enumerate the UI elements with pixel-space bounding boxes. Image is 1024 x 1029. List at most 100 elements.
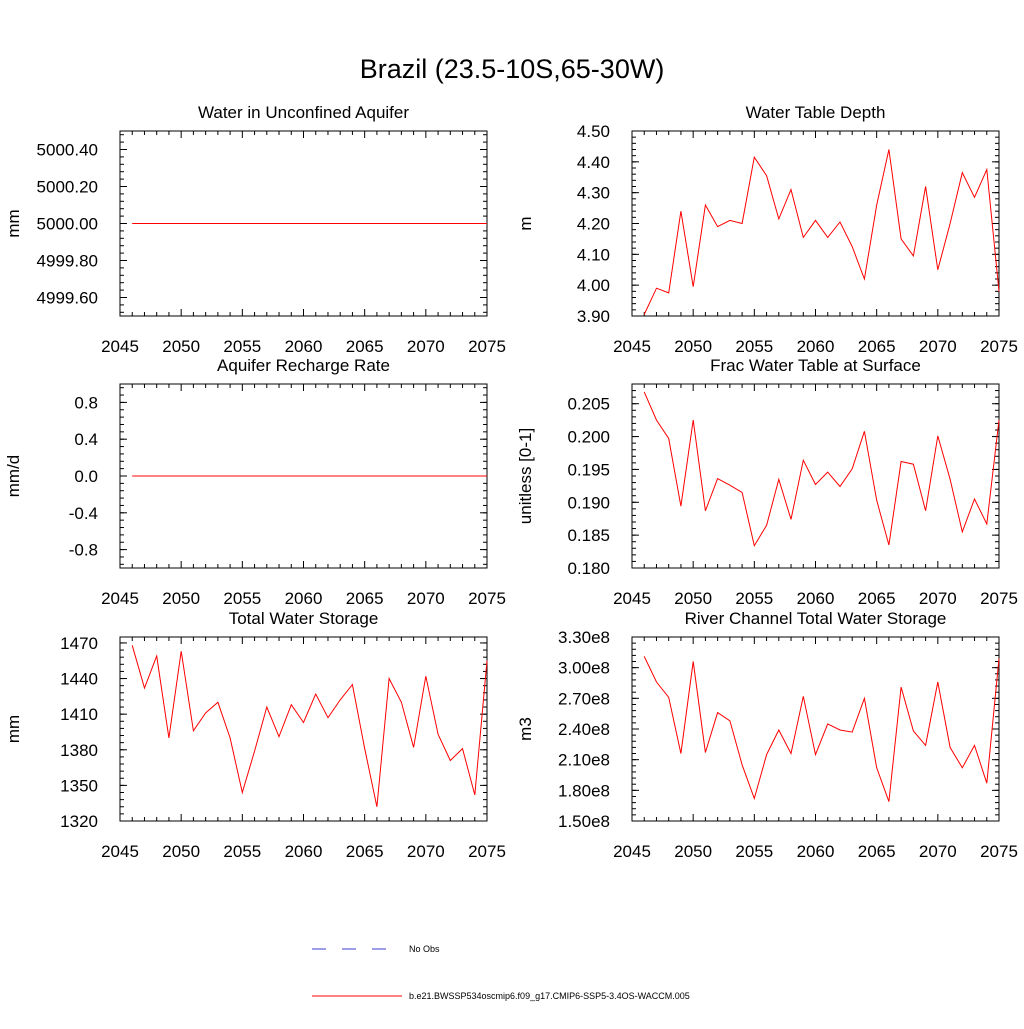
chart-title: Water in Unconfined Aquifer (198, 103, 409, 122)
y-tick-label: 1350 (60, 776, 98, 795)
y-tick-label: 2.10e8 (558, 751, 610, 770)
x-tick-label: 2065 (858, 337, 896, 356)
y-tick-label: 0.8 (74, 393, 98, 412)
y-tick-label: 3.00e8 (558, 659, 610, 678)
y-tick-label: 5000.20 (37, 178, 98, 197)
x-tick-label: 2065 (346, 842, 384, 861)
y-tick-label: 0.190 (567, 493, 610, 512)
y-tick-label: 2.40e8 (558, 720, 610, 739)
x-tick-label: 2070 (919, 842, 957, 861)
chart-title: River Channel Total Water Storage (685, 609, 947, 628)
y-axis-label: m (516, 216, 535, 230)
y-tick-label: 1.80e8 (558, 781, 610, 800)
x-tick-label: 2050 (162, 589, 200, 608)
chart-panel-5: Total Water Storage mm 2045 2050 2055 2060 206… (4, 609, 506, 861)
series-line (131, 645, 488, 807)
y-tick-label: 4.50 (577, 122, 610, 141)
x-tick-label: 2070 (919, 589, 957, 608)
y-axis-label: m3 (516, 717, 535, 741)
x-tick-label: 2055 (735, 842, 773, 861)
x-tick-label: 2065 (858, 842, 896, 861)
page-title: Brazil (23.5-10S,65-30W) (359, 54, 665, 84)
x-tick-label: 2070 (407, 842, 445, 861)
x-tick-label: 2050 (674, 842, 712, 861)
x-tick-label: 2060 (797, 337, 835, 356)
x-tick-label: 2060 (285, 337, 323, 356)
x-tick-label: 2050 (674, 589, 712, 608)
x-tick-label: 2055 (735, 589, 773, 608)
x-tick-label: 2050 (162, 842, 200, 861)
y-axis-label: mm/d (4, 455, 23, 498)
x-tick-label: 2045 (101, 842, 139, 861)
x-tick-label: 2045 (101, 337, 139, 356)
y-tick-label: 1380 (60, 741, 98, 760)
legend: No Obs b.e21.BWSSP534oscmip6.f09_g17.CMI… (312, 944, 690, 1001)
plot-frame (119, 636, 488, 822)
y-tick-label: 1410 (60, 705, 98, 724)
y-tick-label: 5000.00 (37, 215, 98, 234)
y-tick-label: 4999.80 (37, 252, 98, 271)
x-tick-label: 2065 (346, 337, 384, 356)
chart-panel-1: Water in Unconfined Aquifer mm 2045 2050 205… (4, 103, 506, 356)
y-tick-label: 3.90 (577, 307, 610, 326)
y-tick-label: 0.180 (567, 559, 610, 578)
y-tick-label: 0.0 (74, 467, 98, 486)
y-tick-label: 4.10 (577, 245, 610, 264)
y-tick-label: 0.195 (567, 460, 610, 479)
y-tick-label: 4.30 (577, 184, 610, 203)
x-tick-label: 2075 (980, 589, 1018, 608)
y-tick-label: 0.205 (567, 395, 610, 414)
y-tick-label: 1440 (60, 670, 98, 689)
x-tick-label: 2075 (468, 842, 506, 861)
legend-model-label: b.e21.BWSSP534oscmip6.f09_g17.CMIP6-SSP5… (409, 991, 690, 1001)
x-tick-label: 2055 (223, 842, 261, 861)
chart-panel-4: Frac Water Table at Surface unitless [0-1… (516, 356, 1018, 608)
y-tick-label: 4999.60 (37, 289, 98, 308)
series-line (643, 391, 1000, 548)
x-tick-label: 2045 (613, 337, 651, 356)
x-tick-label: 2075 (980, 842, 1018, 861)
y-tick-label: 0.200 (567, 428, 610, 447)
x-tick-label: 2075 (468, 337, 506, 356)
y-axis-label: mm (4, 209, 23, 237)
chart-panel-2: Water Table Depth m 2045 2050 2055 2060 2065 20… (516, 103, 1018, 356)
y-tick-label: 4.00 (577, 276, 610, 295)
x-tick-label: 2045 (101, 589, 139, 608)
y-tick-label: 1.50e8 (558, 812, 610, 831)
chart-title: Aquifer Recharge Rate (217, 356, 390, 375)
x-tick-label: 2055 (223, 337, 261, 356)
plot-frame (631, 383, 1000, 569)
x-tick-label: 2070 (919, 337, 957, 356)
x-tick-label: 2050 (674, 337, 712, 356)
plot-frame (631, 636, 1000, 822)
x-tick-label: 2060 (797, 842, 835, 861)
x-tick-label: 2070 (407, 337, 445, 356)
y-axis-label: unitless [0-1] (516, 428, 535, 524)
x-tick-label: 2065 (858, 589, 896, 608)
y-tick-label: 5000.40 (37, 141, 98, 160)
x-tick-label: 2055 (223, 589, 261, 608)
chart-panel-3: Aquifer Recharge Rate mm/d 2045 2050 2055 206… (4, 356, 506, 608)
y-tick-label: 0.185 (567, 526, 610, 545)
y-tick-label: 4.40 (577, 153, 610, 172)
y-tick-label: -0.8 (69, 541, 98, 560)
y-tick-label: -0.4 (69, 504, 98, 523)
x-tick-label: 2045 (613, 842, 651, 861)
x-tick-label: 2070 (407, 589, 445, 608)
series-line (643, 656, 1000, 802)
x-tick-label: 2060 (285, 842, 323, 861)
x-tick-label: 2060 (285, 589, 323, 608)
legend-obs-label: No Obs (409, 944, 440, 954)
y-tick-label: 2.70e8 (558, 689, 610, 708)
y-tick-label: 4.20 (577, 215, 610, 234)
chart-title: Frac Water Table at Surface (710, 356, 921, 375)
chart-title: Water Table Depth (746, 103, 886, 122)
x-tick-label: 2060 (797, 589, 835, 608)
x-tick-label: 2050 (162, 337, 200, 356)
series-line (643, 149, 1000, 315)
y-tick-label: 0.4 (74, 430, 98, 449)
x-tick-label: 2065 (346, 589, 384, 608)
x-tick-label: 2075 (468, 589, 506, 608)
